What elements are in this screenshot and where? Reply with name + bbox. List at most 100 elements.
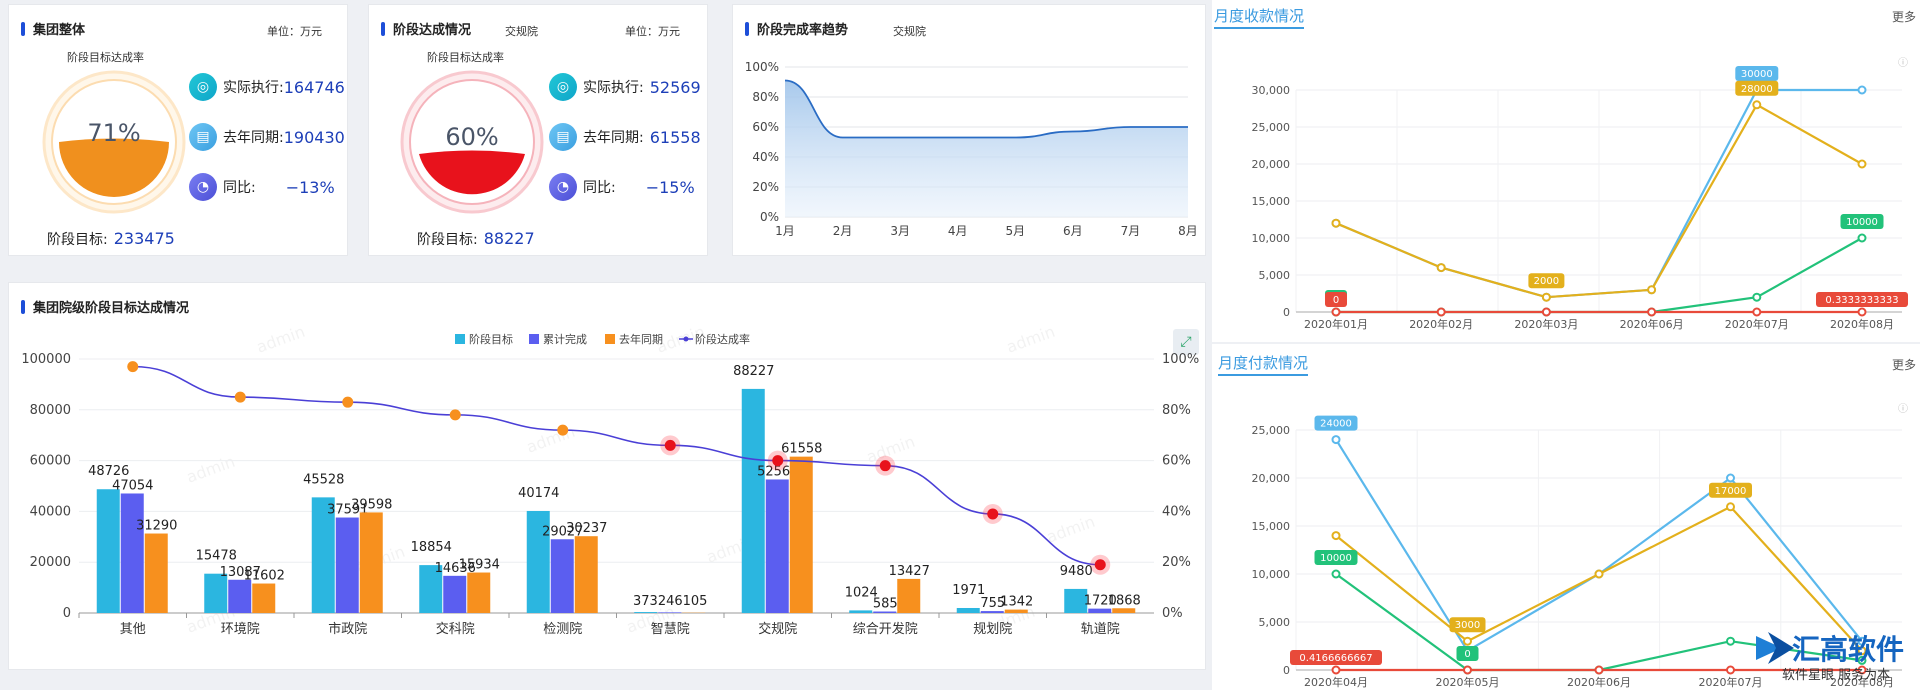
expand-button[interactable]: ⤢ (1173, 329, 1199, 355)
inst-bar-label: 31290 (136, 519, 177, 534)
payments-more-link[interactable]: 更多 (1892, 358, 1917, 372)
brand-name: 汇高软件 (1792, 633, 1905, 666)
line-ytick: 25,000 (1252, 424, 1291, 437)
trend-xtick: 7月 (1121, 224, 1141, 238)
trend-ytick: 80% (752, 90, 779, 104)
trend-ytick: 20% (752, 180, 779, 194)
institutes-title-text: 集团院级阶段目标达成情况 (33, 301, 190, 316)
inst-xtick: 交规院 (758, 621, 797, 637)
trend-ytick: 60% (752, 120, 779, 134)
inst-xtick: 其他 (120, 622, 146, 637)
stage-yoy-value: −15% (645, 177, 695, 197)
expand-icon: ⤢ (1180, 334, 1192, 350)
inst-bar-label: 61558 (781, 442, 822, 457)
clipboard-icon: ▤ (189, 123, 217, 151)
stage-unit: 单位：万元 (625, 25, 680, 38)
watermark: admin (1004, 322, 1058, 357)
inst-bar-label: 40174 (518, 486, 559, 501)
inst-bar-label: 52569 (757, 464, 798, 479)
inst-rate-point (127, 361, 139, 373)
line-xtick: 2020年07月 (1699, 675, 1763, 689)
inst-bar-label: 1024 (845, 585, 878, 600)
group-lastyear-value: 190430 (283, 127, 345, 147)
stage-target-label: 阶段目标: (417, 232, 478, 248)
inst-rate-line (132, 365, 1101, 566)
line-point (1726, 636, 1735, 646)
inst-bar-label: 15934 (459, 558, 500, 573)
line-badge-text: 0.4166666667 (1299, 653, 1372, 664)
inst-bar (1088, 608, 1112, 613)
line-point (1857, 85, 1867, 95)
receipts-more-link[interactable]: 更多 (1892, 10, 1917, 24)
trend-ytick: 0% (760, 210, 779, 224)
inst-bar-label: 9480 (1060, 564, 1093, 579)
line-ytick: 10,000 (1252, 568, 1291, 581)
line-ytick: 0 (1283, 664, 1290, 677)
group-actual-value: 164746 (283, 77, 345, 97)
inst-bar (228, 579, 252, 613)
payments-chart: 0 5,000 10,000 15,000 20,000 25,000 2020年04月 20… (1252, 415, 1902, 689)
stage-sub[interactable]: 交规院 (505, 25, 538, 38)
legend-label: 累计完成 (543, 332, 587, 346)
legend-swatch (455, 334, 465, 344)
trend-xtick: 3月 (890, 224, 910, 238)
inst-rate-point (342, 396, 354, 408)
inst-bar-label: 11602 (244, 569, 285, 584)
line-point (1594, 665, 1604, 675)
trend-sub[interactable]: 交规院 (893, 25, 926, 38)
inst-bar (144, 533, 168, 613)
line-badge-text: 0 (1464, 649, 1470, 660)
group-target-value: 233475 (113, 229, 175, 248)
line-ytick: 15,000 (1252, 195, 1291, 208)
line-point (1857, 307, 1867, 317)
group-lastyear: ▤ 去年同期: 190430 (189, 123, 345, 151)
line-badge-text: 2000 (1534, 276, 1559, 287)
inst-bar-label: 1868 (1108, 593, 1141, 608)
inst-bar (335, 517, 359, 613)
inst-bar (897, 578, 921, 613)
line-badge-text: 0.3333333333 (1825, 295, 1898, 306)
receipts-panel: 月度收款情况 更多 ⓘ 0 5,000 10,000 15,000 20,000 25,0… (1212, 0, 1920, 342)
inst-bar (1112, 608, 1136, 613)
trend-xtick: 6月 (1063, 224, 1083, 238)
trend-area (785, 80, 1188, 217)
line-badge (1840, 214, 1884, 229)
inst-bar-label: 14636 (435, 561, 476, 576)
inst-bar-label: 48726 (88, 464, 129, 479)
stage-panel: 阶段达成情况 交规院 单位：万元 阶段目标达成率 60% ◎ 实际执行: 525… (368, 4, 708, 256)
inst-y2tick: 20% (1162, 555, 1191, 570)
group-yoy-value: −13% (285, 177, 335, 197)
stage-lastyear: ▤ 去年同期: 61558 (549, 123, 701, 151)
institutes-panel: 集团院级阶段目标达成情况 ⤢ admin admin admin admin admin… (8, 282, 1206, 670)
inst-xtick: 环境院 (221, 622, 260, 637)
inst-bar (741, 388, 765, 613)
stage-gauge-label: 阶段目标达成率 (427, 51, 504, 64)
inst-bar (467, 572, 491, 613)
group-rate-text: 71% (87, 119, 140, 147)
line-badge (1735, 66, 1779, 81)
inst-bar-label: 39598 (351, 497, 392, 512)
group-gauge-fill (59, 138, 169, 197)
inst-ytick: 20000 (30, 555, 71, 570)
line-badge-text: 30000 (1741, 69, 1773, 80)
inst-bar-label: 373246105 (633, 594, 707, 609)
group-gauge-label: 阶段目标达成率 (67, 51, 144, 64)
line-badge-text: 17000 (1715, 486, 1747, 497)
group-yoy-label: 同比: (223, 180, 256, 196)
inst-bar-label: 18854 (411, 540, 452, 555)
inst-bar (443, 575, 467, 613)
inst-ytick: 40000 (30, 504, 71, 519)
line-point (1594, 569, 1604, 579)
inst-bar-label: 37591 (327, 503, 368, 518)
line-xtick: 2020年06月 (1567, 675, 1631, 689)
info-icon[interactable]: ⓘ (1898, 58, 1908, 69)
line-xtick: 2020年08月 (1830, 675, 1894, 689)
info-icon[interactable]: ⓘ (1898, 404, 1908, 415)
line-badge (1325, 292, 1347, 307)
line-badge (1709, 482, 1752, 498)
inst-bar-label: 47054 (112, 478, 153, 493)
inst-bar-label: 1342 (1000, 595, 1033, 610)
trend-panel: 阶段完成率趋势 交规院 0% 20% 40% 60% 80% 100% 1月 2月 3月 4月 5月… (732, 4, 1206, 256)
line-xtick: 2020年06月 (1620, 317, 1684, 331)
